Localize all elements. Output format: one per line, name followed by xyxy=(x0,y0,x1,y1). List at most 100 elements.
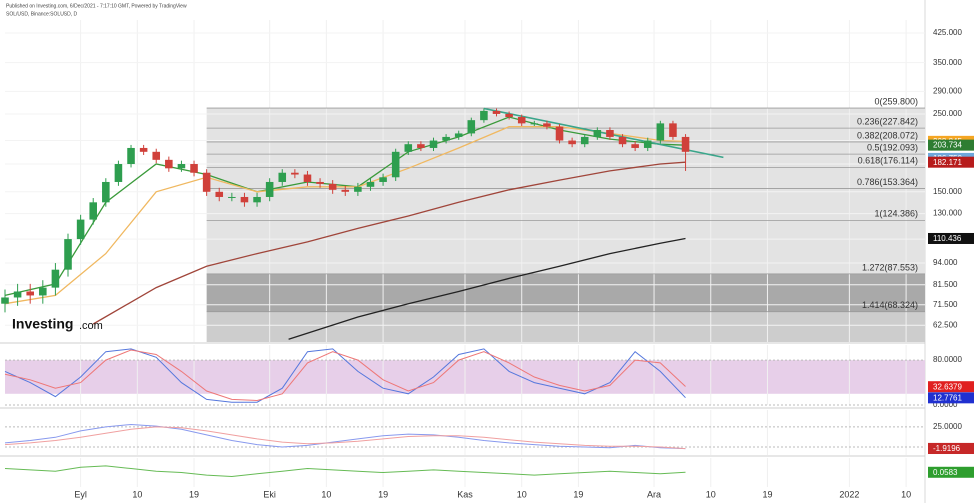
fib-label: 0.382(208.072) xyxy=(857,130,918,140)
candle-body xyxy=(165,159,173,169)
candle-body xyxy=(429,140,438,148)
candle-body xyxy=(265,181,274,197)
candle-body xyxy=(391,151,400,178)
x-tick-label: 10 xyxy=(321,489,331,499)
x-tick-label: 10 xyxy=(706,489,716,499)
candle-body xyxy=(114,164,123,182)
x-tick-label: Eyl xyxy=(74,489,87,499)
x-tick-label: 19 xyxy=(378,489,388,499)
fib-zone xyxy=(206,273,926,312)
y-tick-label: 81.500 xyxy=(933,280,958,289)
price-badge xyxy=(928,466,974,478)
candle-body xyxy=(190,164,198,173)
candle-body xyxy=(606,130,614,137)
x-tick-label: Ara xyxy=(647,489,661,499)
candle-body xyxy=(240,196,249,203)
price-badge xyxy=(928,232,974,244)
price-badge xyxy=(928,381,974,393)
fib-label: 1(124.386) xyxy=(874,209,918,219)
series-line xyxy=(4,348,686,403)
candle-body xyxy=(505,113,513,118)
x-tick-label: 2022 xyxy=(839,489,859,499)
candle-body xyxy=(530,123,539,125)
candle-body xyxy=(354,186,362,192)
y-tick-label: 425.000 xyxy=(933,28,962,37)
candle-body xyxy=(303,174,312,182)
candle-body xyxy=(643,140,652,148)
fib-label: 0.5(192.093) xyxy=(867,142,918,152)
candle-body xyxy=(13,291,22,298)
candle-body xyxy=(291,172,299,175)
logo-brand: Investing xyxy=(12,316,73,332)
logo: Investing .com xyxy=(12,316,103,332)
fib-label: 0.236(227.842) xyxy=(857,116,918,126)
layers: 425.000350.000290.000250.000210.000180.0… xyxy=(0,20,974,499)
candle-body xyxy=(517,117,526,124)
candle-body xyxy=(253,196,261,203)
candle-body xyxy=(64,239,72,270)
candle-body xyxy=(39,287,47,296)
candle-body xyxy=(467,120,476,134)
candle-body xyxy=(681,136,690,152)
x-tick-label: 10 xyxy=(517,489,527,499)
x-tick-label: 10 xyxy=(901,489,911,499)
candle-body xyxy=(127,147,135,165)
y-tick-label: 71.500 xyxy=(933,300,958,309)
candle-body xyxy=(51,269,60,288)
y-tick-label: 290.000 xyxy=(933,86,962,95)
candle-body xyxy=(454,133,463,137)
candle-body xyxy=(102,181,110,203)
candle-body xyxy=(618,136,627,145)
price-badge-label: -1.9196 xyxy=(933,444,961,453)
candle-body xyxy=(177,164,186,169)
candle-body xyxy=(543,123,551,127)
fib-label: 1.272(87.553) xyxy=(862,262,918,272)
candle-body xyxy=(26,291,34,296)
x-tick-label: Kas xyxy=(457,489,473,499)
candle-body xyxy=(593,130,602,137)
fib-zone xyxy=(206,108,926,274)
candle-body xyxy=(139,147,148,152)
y-tick-label: 25.0000 xyxy=(933,422,962,431)
price-badge-label: 0.0583 xyxy=(933,468,958,477)
candle-body xyxy=(669,123,677,137)
candle-body xyxy=(341,189,350,192)
candle-body xyxy=(202,172,211,192)
price-badge-label: 203.734 xyxy=(933,141,962,150)
candle-body xyxy=(379,177,387,182)
x-tick-label: 19 xyxy=(762,489,772,499)
y-tick-label: 250.000 xyxy=(933,109,962,118)
y-tick-label: 130.000 xyxy=(933,209,962,218)
price-badge-label: 110.436 xyxy=(933,234,962,243)
y-tick-label: 0.0000 xyxy=(933,400,958,409)
candle-body xyxy=(580,136,589,145)
series-line xyxy=(92,161,686,325)
series-line xyxy=(288,237,686,340)
candle-body xyxy=(215,191,224,197)
y-tick-label: 62.500 xyxy=(933,320,958,329)
price-badge xyxy=(928,443,974,455)
price-badge xyxy=(928,139,974,151)
candle-body xyxy=(404,144,413,152)
x-tick-label: 19 xyxy=(189,489,199,499)
series-line xyxy=(4,423,686,450)
fib-label: 0.786(153.364) xyxy=(857,177,918,187)
series-line xyxy=(4,426,686,450)
series-line xyxy=(4,349,686,402)
fib-zone xyxy=(206,311,926,342)
y-tick-label: 94.000 xyxy=(933,258,958,267)
fib-label: 0(259.800) xyxy=(874,96,918,106)
symbol-label: SOL/USD, Binance:SOLUSD, D xyxy=(6,11,78,17)
fib-label: 0.618(176.114) xyxy=(858,156,918,166)
price-badge xyxy=(928,156,974,168)
fib-label: 1.414(68.324) xyxy=(862,300,918,310)
series-line xyxy=(4,465,686,478)
candle-body xyxy=(278,172,287,182)
candle-body xyxy=(366,181,375,187)
x-tick-label: 19 xyxy=(573,489,583,499)
x-tick-label: 10 xyxy=(132,489,142,499)
candle-body xyxy=(328,183,337,190)
price-badge xyxy=(928,392,974,404)
y-tick-label: 150.000 xyxy=(933,187,962,196)
